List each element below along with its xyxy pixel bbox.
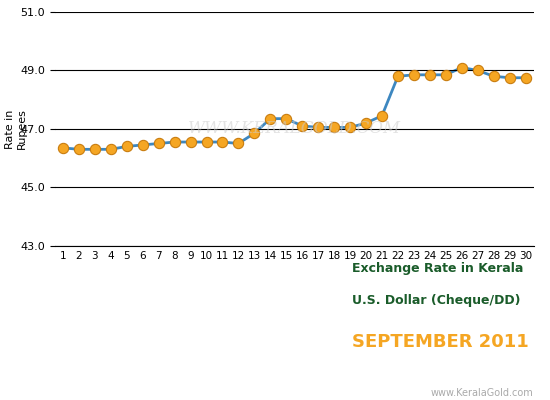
Point [393, 73, 402, 80]
Point [314, 124, 322, 131]
Point [457, 64, 466, 71]
Point [473, 67, 482, 74]
Point [362, 120, 371, 126]
Point [218, 139, 227, 145]
Text: www.KeralaGold.com: www.KeralaGold.com [431, 388, 534, 398]
Point [489, 73, 498, 80]
Text: Exchange Rate in Kerala: Exchange Rate in Kerala [351, 262, 523, 275]
Point [154, 140, 163, 147]
Point [186, 139, 195, 145]
Text: SEPTEMBER 2011: SEPTEMBER 2011 [351, 333, 529, 351]
Point [329, 124, 338, 131]
Point [425, 72, 434, 78]
Point [441, 72, 450, 78]
Point [345, 124, 354, 131]
Point [298, 123, 307, 129]
Point [106, 146, 116, 152]
Point [282, 116, 290, 122]
Point [234, 140, 243, 147]
Point [58, 145, 67, 151]
Text: WWW.KERALGOLD.COM: WWW.KERALGOLD.COM [188, 120, 401, 137]
Point [409, 72, 418, 78]
Point [521, 74, 530, 81]
Point [170, 139, 179, 145]
Point [202, 139, 211, 145]
Point [122, 143, 131, 150]
Point [250, 130, 259, 136]
Point [74, 146, 84, 152]
Text: U.S. Dollar (Cheque/DD): U.S. Dollar (Cheque/DD) [351, 294, 520, 306]
Point [505, 74, 514, 81]
Point [377, 112, 386, 119]
Point [90, 146, 99, 152]
Point [139, 142, 147, 148]
Point [266, 116, 275, 122]
Y-axis label: Rate in
Rupees: Rate in Rupees [6, 108, 27, 149]
